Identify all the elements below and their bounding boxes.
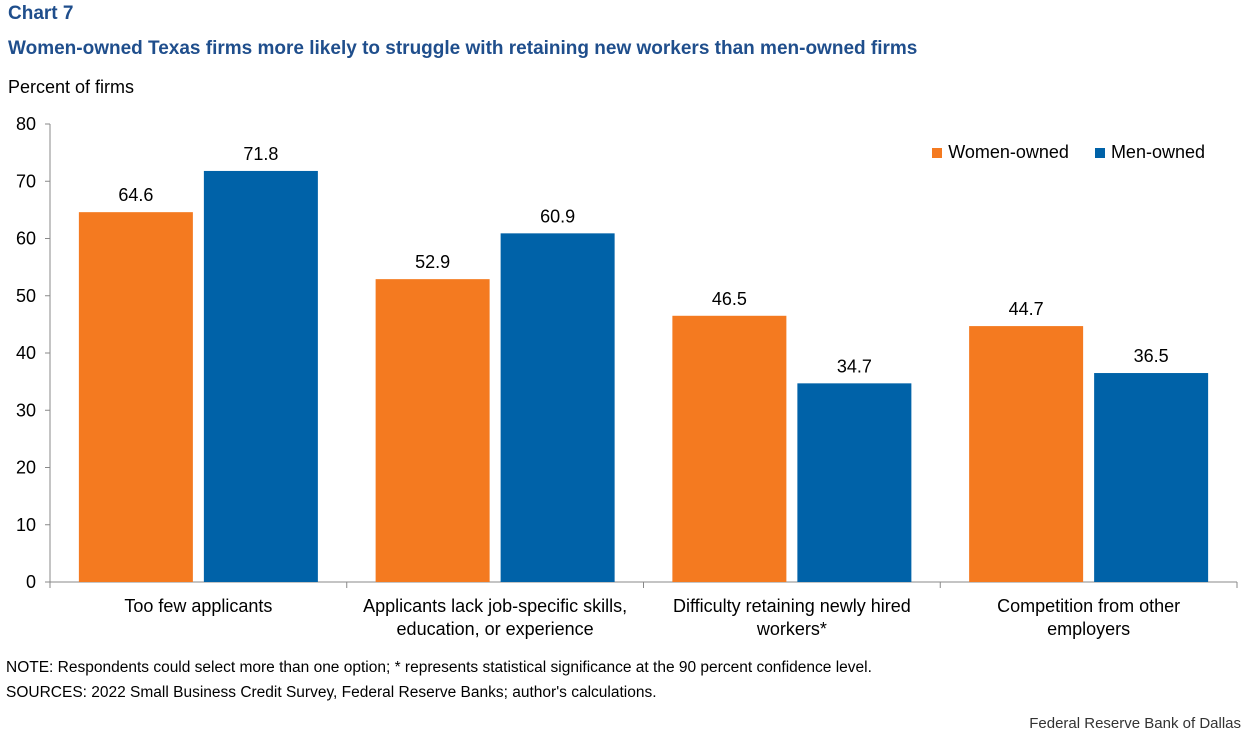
y-tick-label: 70 — [16, 171, 36, 191]
legend-item-men-owned: Men-owned — [1094, 142, 1205, 163]
y-tick-label: 80 — [16, 114, 36, 134]
data-label: 34.7 — [837, 356, 872, 376]
legend-label-women-owned: Women-owned — [948, 142, 1069, 162]
x-category-label-line: education, or experience — [396, 619, 594, 639]
chart-number: Chart 7 — [8, 3, 74, 24]
data-label: 60.9 — [540, 206, 575, 226]
bar-women-owned-0 — [78, 212, 193, 583]
legend-swatch-women-owned — [932, 147, 943, 158]
y-tick-label: 50 — [16, 286, 36, 306]
x-category-label-line: Applicants lack job-specific skills, — [363, 596, 628, 616]
chart-title: Women-owned Texas firms more likely to s… — [8, 38, 918, 59]
legend-item-women-owned: Women-owned — [932, 142, 1069, 163]
x-category-label: Difficulty retaining newly hired workers* — [647, 595, 937, 641]
source-credit: Federal Reserve Bank of Dallas — [1029, 715, 1241, 732]
x-category-label-line: Difficulty retaining newly hired — [672, 596, 911, 616]
x-category-label-line: Too few applicants — [124, 596, 273, 616]
y-tick-label: 0 — [26, 572, 36, 592]
y-tick-label: 20 — [16, 458, 36, 478]
y-axis-label: Percent of firms — [8, 77, 135, 97]
y-tick-label: 30 — [16, 400, 36, 420]
y-tick-label: 40 — [16, 343, 36, 363]
data-label: 71.8 — [243, 144, 278, 164]
data-label: 52.9 — [415, 252, 450, 272]
bar-men-owned-0 — [203, 170, 318, 582]
chart-note: NOTE: Respondents could select more than… — [6, 659, 872, 676]
data-label: 36.5 — [1134, 346, 1169, 366]
legend-label-men-owned: Men-owned — [1110, 142, 1205, 162]
bar-women-owned-3 — [969, 326, 1084, 582]
y-tick-label: 10 — [16, 515, 36, 535]
x-category-label-line: employers — [1047, 619, 1131, 639]
x-category-label: Too few applicants — [53, 595, 343, 618]
data-label: 44.7 — [1009, 299, 1044, 319]
bar-men-owned-3 — [1094, 373, 1209, 582]
bar-men-owned-1 — [500, 233, 615, 582]
legend: Women-owned Men-owned — [932, 142, 1205, 163]
x-category-label: Applicants lack job-specific skills, educ… — [350, 595, 640, 641]
x-category-label-line: Competition from other — [997, 596, 1181, 616]
y-tick-label: 60 — [16, 229, 36, 249]
x-category-label-line: workers* — [756, 619, 827, 639]
legend-swatch-men-owned — [1094, 147, 1105, 158]
bar-women-owned-1 — [375, 279, 490, 582]
chart-sources: SOURCES: 2022 Small Business Credit Surv… — [6, 684, 657, 701]
bar-men-owned-2 — [797, 383, 912, 582]
data-label: 64.6 — [118, 185, 153, 205]
x-category-label: Competition from other employers — [944, 595, 1234, 641]
bar-women-owned-2 — [672, 315, 787, 582]
data-label: 46.5 — [712, 289, 747, 309]
